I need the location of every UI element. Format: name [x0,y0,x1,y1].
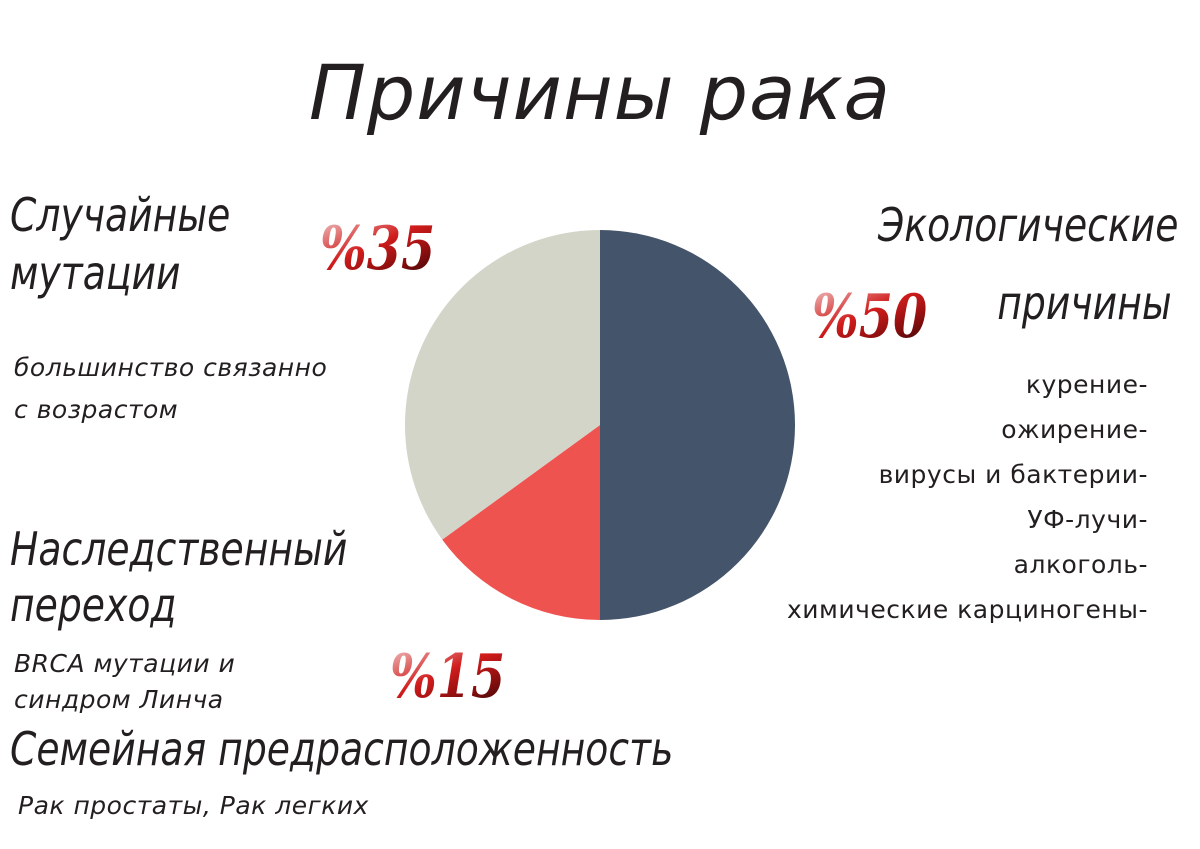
env-cause-item: вирусы и бактерии- [878,460,1148,489]
env-cause-item: курение- [1025,370,1148,399]
pct-label-env: %50 [812,282,928,352]
env-heading-1: Экологические [877,198,1178,252]
pie-slice [600,230,795,620]
env-heading-2: причины [997,276,1172,330]
hereditary-heading-1: Наследственный [10,522,348,576]
random-heading-2: мутации [10,246,181,300]
pie-slice [405,230,600,540]
hereditary-heading-2: переход [10,578,177,632]
pct-label-hereditary: %15 [390,642,506,712]
env-cause-item: ожирение- [1001,415,1148,444]
random-heading-1: Случайные [10,188,231,242]
env-cause-item: УФ-лучи- [1027,505,1148,534]
hereditary-sub-2: синдром Линча [14,685,224,714]
random-sub-1: большинство связанно [14,353,328,382]
random-sub-2: с возрастом [14,395,179,424]
pct-label-random: %35 [320,214,436,284]
family-sub: Рак простаты, Рак легких [18,791,369,820]
env-cause-list: курение- ожирение- вирусы и бактерии- УФ… [787,362,1148,632]
env-cause-item: химические карциногены- [786,595,1148,624]
env-cause-item: алкоголь- [1013,550,1148,579]
hereditary-sub-1: BRCA мутации и [14,649,236,678]
family-heading: Семейная предрасположенность [10,722,674,776]
pie-slice [442,425,600,620]
chart-title: Причины рака [308,48,892,137]
